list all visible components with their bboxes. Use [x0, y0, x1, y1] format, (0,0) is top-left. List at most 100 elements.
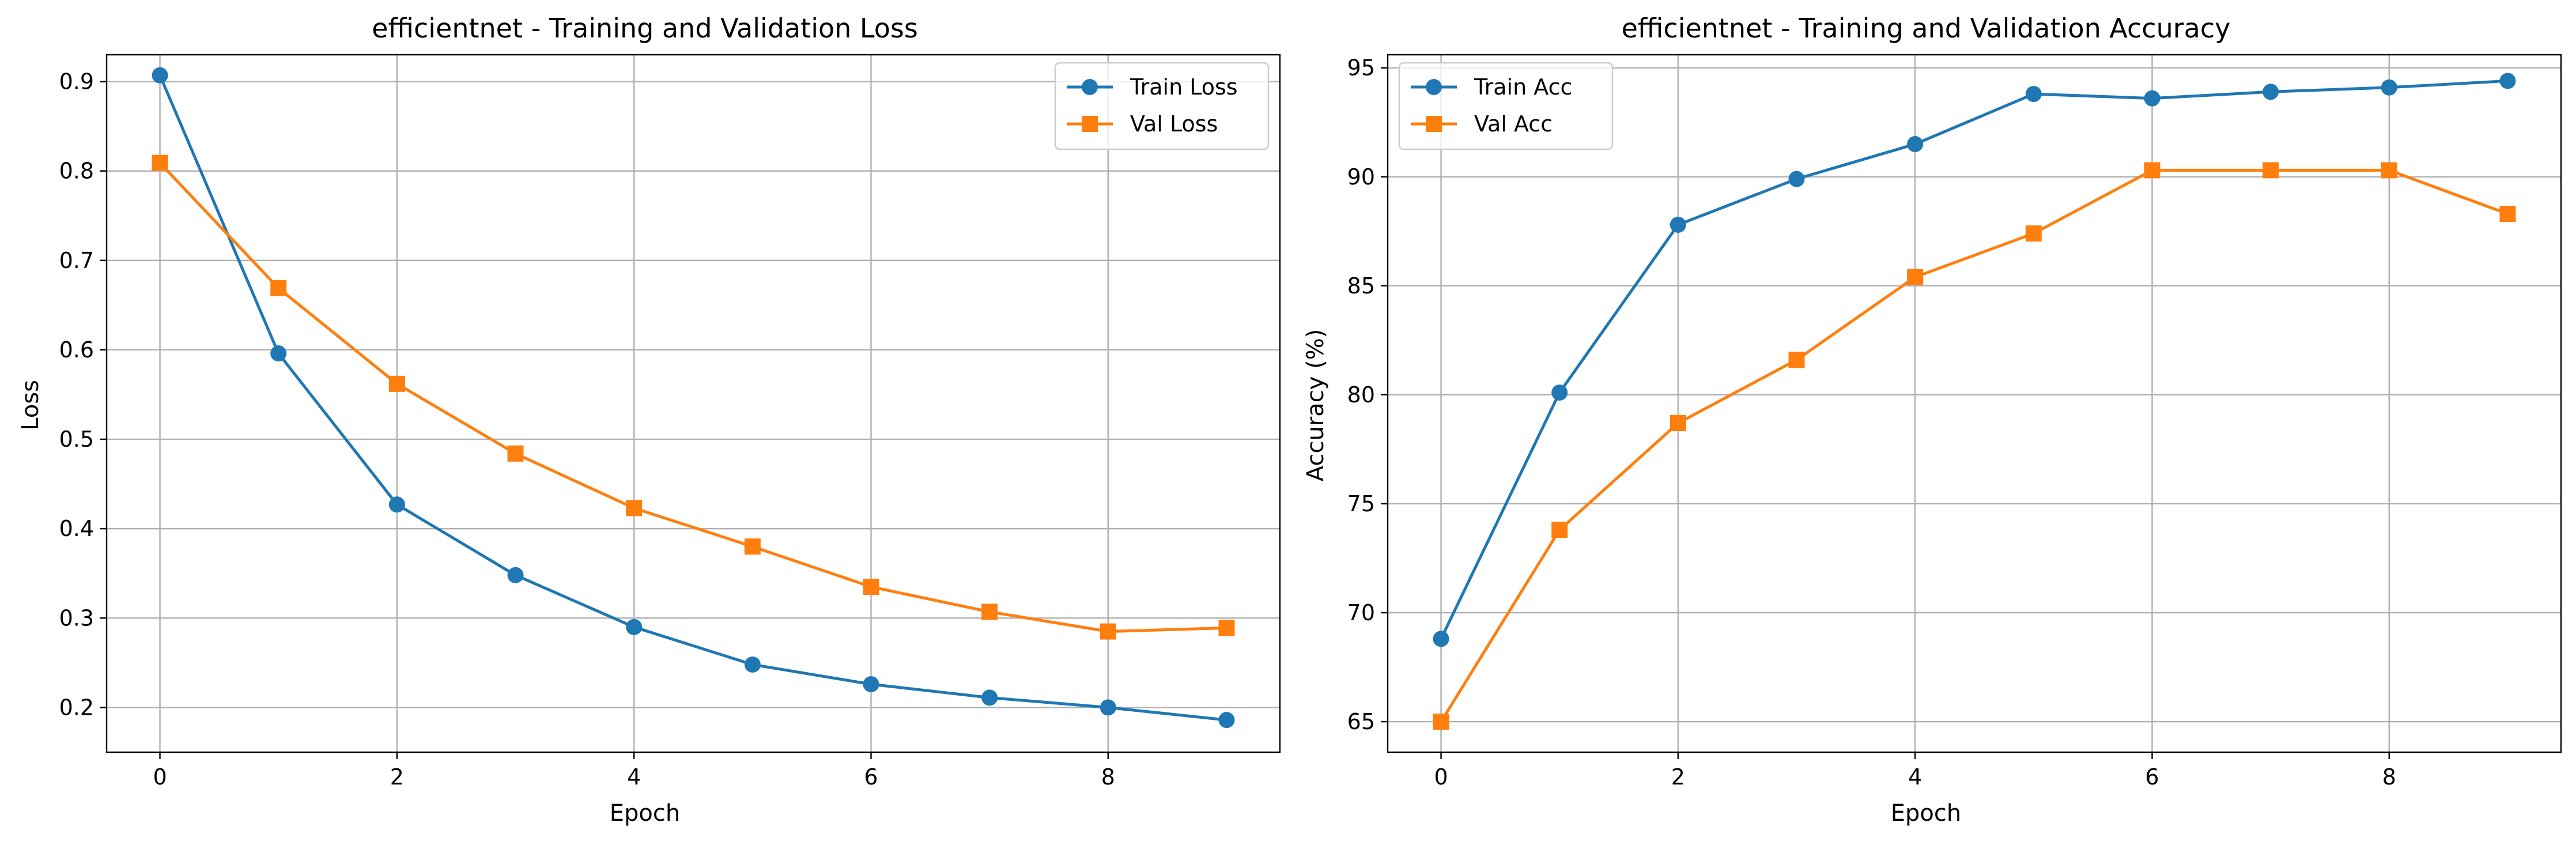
loss-data-point: [1218, 620, 1235, 636]
accuracy-x-tick-label: 8: [2382, 764, 2396, 790]
loss-legend-label: Val Loss: [1130, 111, 1218, 137]
loss-data-point: [152, 154, 168, 171]
accuracy-series-train: [1433, 73, 2516, 647]
accuracy-data-point: [2381, 79, 2397, 96]
accuracy-legend-marker: [1426, 79, 1442, 95]
accuracy-chart: efficientnet - Training and Validation A…: [1302, 13, 2562, 827]
loss-y-tick-label: 0.7: [59, 248, 94, 273]
loss-y-tick-label: 0.4: [59, 516, 94, 541]
loss-data-point: [981, 689, 998, 706]
loss-y-tick-label: 0.8: [59, 159, 94, 184]
loss-legend: Train Loss Val Loss: [1054, 62, 1270, 150]
loss-data-point: [863, 676, 879, 693]
loss-x-tick-label: 2: [390, 764, 404, 790]
accuracy-data-point: [1907, 136, 1924, 153]
loss-chart-title: efficientnet - Training and Validation L…: [372, 13, 918, 44]
accuracy-data-point: [2144, 162, 2160, 179]
loss-y-tick-label: 0.5: [59, 427, 94, 452]
accuracy-x-tick-label: 4: [1908, 764, 1922, 790]
accuracy-data-point: [1670, 216, 1686, 233]
loss-legend-marker: [1082, 116, 1098, 132]
accuracy-legend-label: Val Acc: [1474, 111, 1553, 137]
loss-x-tick-label: 6: [864, 764, 878, 790]
accuracy-y-tick-label: 65: [1347, 709, 1375, 734]
accuracy-data-point: [1788, 352, 1805, 368]
loss-data-point: [388, 375, 405, 392]
loss-x-tick-label: 4: [627, 764, 641, 790]
loss-chart-x-axis-label: Epoch: [610, 800, 680, 827]
accuracy-data-point: [2263, 84, 2279, 100]
accuracy-data-point: [2499, 206, 2516, 222]
accuracy-data-point: [1433, 714, 1449, 730]
loss-data-point: [507, 567, 524, 583]
loss-ticks: 0 2 4 6 8 0.2 0.3 0.4 0.5 0.6 0.7 0.8 0.9: [59, 69, 1115, 790]
loss-data-point: [507, 445, 524, 462]
accuracy-plot-frame: [1387, 54, 2562, 753]
accuracy-x-tick-label: 0: [1434, 764, 1448, 790]
loss-legend-marker: [1082, 79, 1098, 95]
accuracy-data-point: [1788, 171, 1805, 187]
accuracy-y-tick-label: 85: [1347, 273, 1375, 299]
accuracy-series-line: [1440, 168, 2509, 723]
accuracy-ticks: 0 2 4 6 8 65 70 75 80 85 90 95: [1347, 55, 2396, 790]
accuracy-data-point: [2499, 73, 2516, 89]
loss-legend-label: Train Loss: [1130, 74, 1238, 100]
loss-y-tick-label: 0.2: [59, 695, 94, 720]
accuracy-y-tick-label: 75: [1347, 491, 1375, 516]
loss-data-point: [626, 500, 643, 516]
accuracy-legend-box: [1398, 62, 1614, 150]
accuracy-data-point: [1433, 631, 1449, 647]
accuracy-x-tick-label: 6: [2145, 764, 2159, 790]
accuracy-data-point: [1670, 415, 1686, 432]
accuracy-data-point: [1907, 269, 1924, 285]
accuracy-series-line: [1440, 79, 2508, 640]
loss-data-point: [863, 579, 879, 595]
accuracy-chart-title: efficientnet - Training and Validation A…: [1622, 13, 2231, 44]
loss-data-point: [744, 656, 761, 673]
loss-y-tick-label: 0.3: [59, 605, 94, 631]
accuracy-series-val: [1433, 162, 2516, 730]
accuracy-chart-y-axis-label: Accuracy (%): [1302, 329, 1329, 482]
loss-data-point: [744, 538, 761, 555]
loss-x-tick-label: 8: [1101, 764, 1115, 790]
accuracy-gridlines: [1388, 55, 2561, 752]
loss-plot-frame: [105, 54, 1281, 753]
loss-chart-y-axis-label: Loss: [17, 380, 44, 431]
accuracy-legend-label: Train Acc: [1474, 74, 1572, 100]
loss-data-point: [1100, 699, 1116, 716]
loss-gridlines: [107, 55, 1280, 752]
loss-chart: efficientnet - Training and Validation L…: [17, 13, 1281, 827]
loss-data-point: [270, 345, 287, 362]
loss-series-val: [152, 154, 1235, 640]
accuracy-y-tick-label: 90: [1347, 164, 1375, 190]
loss-y-tick-label: 0.6: [59, 337, 94, 363]
accuracy-legend-marker: [1426, 116, 1442, 132]
accuracy-y-tick-label: 70: [1347, 600, 1375, 625]
loss-data-point: [1218, 712, 1235, 729]
loss-series-train: [152, 67, 1235, 729]
loss-data-point: [270, 280, 287, 296]
loss-series-line: [158, 161, 1227, 633]
loss-legend-box: [1054, 62, 1270, 150]
loss-data-point: [388, 496, 405, 513]
accuracy-legend: Train Acc Val Acc: [1398, 62, 1614, 150]
accuracy-data-point: [2144, 90, 2160, 107]
loss-data-point: [152, 67, 168, 84]
loss-x-tick-label: 0: [153, 764, 167, 790]
accuracy-y-tick-label: 95: [1347, 55, 1375, 81]
accuracy-data-point: [1551, 522, 1568, 538]
accuracy-data-point: [2381, 162, 2397, 179]
accuracy-data-point: [2263, 162, 2279, 179]
loss-data-point: [626, 618, 643, 635]
accuracy-x-tick-label: 2: [1671, 764, 1685, 790]
accuracy-chart-x-axis-label: Epoch: [1891, 800, 1961, 827]
accuracy-data-point: [2025, 86, 2042, 103]
loss-data-point: [1100, 623, 1116, 640]
loss-series-line: [158, 74, 1227, 722]
loss-y-tick-label: 0.9: [59, 69, 94, 95]
accuracy-data-point: [2025, 225, 2042, 242]
accuracy-data-point: [1551, 384, 1568, 401]
loss-data-point: [981, 603, 998, 620]
accuracy-y-tick-label: 80: [1347, 382, 1375, 408]
